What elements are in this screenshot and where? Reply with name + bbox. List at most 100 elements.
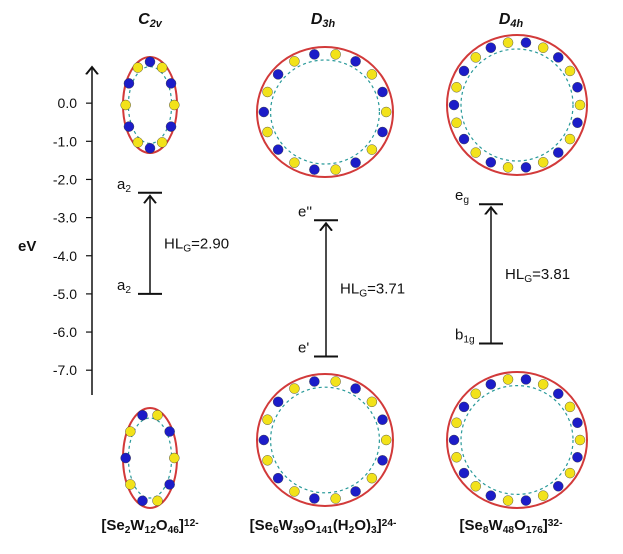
level-label-part: g bbox=[463, 195, 469, 206]
level-label: eg bbox=[455, 187, 469, 206]
orbital-lobe bbox=[273, 69, 283, 79]
symmetry-label: D3h bbox=[311, 11, 336, 30]
formula-part: O) bbox=[354, 517, 371, 534]
formula-part: W bbox=[489, 517, 504, 534]
orbital-lobe bbox=[538, 43, 548, 53]
formula-part: [Se bbox=[460, 517, 483, 534]
orbital-lobe bbox=[553, 481, 563, 491]
orbital-lobe bbox=[137, 496, 147, 506]
orbital-lobe bbox=[459, 402, 469, 412]
symmetry-label: D4h bbox=[499, 11, 524, 30]
orbital-lobe bbox=[503, 496, 513, 506]
orbital-lobe bbox=[538, 379, 548, 389]
formula: [Se8W48O176]32- bbox=[460, 517, 563, 536]
orbital-lobe bbox=[565, 468, 575, 478]
formula-part: 46 bbox=[168, 525, 180, 536]
formula-part: 12 bbox=[145, 525, 157, 536]
orbital-lobe bbox=[575, 435, 585, 445]
formula-part: W bbox=[279, 517, 294, 534]
level-label: a2 bbox=[117, 277, 131, 296]
formula-part: W bbox=[130, 517, 145, 534]
cluster-frame bbox=[271, 387, 380, 493]
orbital-lobe bbox=[367, 69, 377, 79]
orbital-lobe bbox=[471, 52, 481, 62]
orbital-lobe bbox=[309, 377, 319, 387]
cluster-frame bbox=[257, 47, 393, 177]
orbital-lobe bbox=[471, 389, 481, 399]
orbital-lobe bbox=[486, 43, 496, 53]
orbital-lobe bbox=[157, 137, 167, 147]
cluster-frame bbox=[271, 60, 380, 164]
orbital-lobe bbox=[459, 66, 469, 76]
cluster-frame bbox=[447, 372, 587, 508]
formula-part: O bbox=[304, 517, 316, 534]
y-tick-label: -2.0 bbox=[53, 171, 77, 187]
gap-label-part: HL bbox=[164, 235, 183, 252]
gap-label-part: G bbox=[524, 274, 532, 285]
orbital-lobe bbox=[145, 57, 155, 67]
gap-label-part: G bbox=[359, 288, 367, 299]
formula-part: 48 bbox=[503, 525, 515, 536]
y-tick-label: -4.0 bbox=[53, 248, 77, 264]
orbital-lobe bbox=[572, 452, 582, 462]
orbital-lobe bbox=[351, 158, 361, 168]
orbital-lobe bbox=[572, 118, 582, 128]
formula-part: 39 bbox=[293, 525, 305, 536]
level-label-part: e' bbox=[298, 339, 309, 356]
orbital-lobe bbox=[503, 162, 513, 172]
orbital-lobe bbox=[259, 435, 269, 445]
level-label-part: e bbox=[455, 187, 463, 204]
orbital-lobe bbox=[378, 415, 388, 425]
orbital-lobe bbox=[273, 473, 283, 483]
y-tick-label: -3.0 bbox=[53, 210, 77, 226]
gap-label-part: HL bbox=[340, 280, 359, 297]
orbital-lobe bbox=[381, 435, 391, 445]
orbital-lobe bbox=[521, 496, 531, 506]
formula-part: O bbox=[156, 517, 168, 534]
orbital-lobe bbox=[331, 493, 341, 503]
orbital-lobe bbox=[289, 384, 299, 394]
orbital-lobe bbox=[169, 453, 179, 463]
formula-part: 12- bbox=[184, 518, 199, 529]
gap-label-part: HL bbox=[505, 266, 524, 283]
orbital-lobe bbox=[273, 397, 283, 407]
gap-label-part: =3.71 bbox=[367, 280, 405, 297]
orbital-lobe bbox=[124, 122, 134, 132]
orbital-lobe bbox=[521, 374, 531, 384]
orbital-lobe bbox=[153, 496, 163, 506]
orbital-lobe bbox=[133, 63, 143, 73]
orbital-lobe bbox=[459, 134, 469, 144]
gap-label: HLG=2.90 bbox=[164, 235, 229, 254]
orbital-lobe bbox=[486, 157, 496, 167]
orbital-lobe bbox=[486, 491, 496, 501]
formula: [Se2W12O46]12- bbox=[101, 517, 198, 536]
symmetry-label-part: D bbox=[311, 11, 323, 28]
orbital-lobe bbox=[459, 468, 469, 478]
orbital-lobe bbox=[121, 100, 131, 110]
formula-part: 141 bbox=[316, 525, 333, 536]
y-tick-label: -5.0 bbox=[53, 286, 77, 302]
level-label-part: 2 bbox=[125, 285, 131, 296]
orbital-lobe bbox=[503, 374, 513, 384]
orbital-lobe bbox=[378, 87, 388, 97]
orbital-lobe bbox=[124, 78, 134, 88]
orbital-lobe bbox=[367, 145, 377, 155]
orbital-lobe bbox=[378, 455, 388, 465]
orbital-lobe bbox=[157, 63, 167, 73]
orbital-lobe bbox=[553, 52, 563, 62]
orbital-lobe bbox=[367, 397, 377, 407]
orbital-lobe bbox=[572, 82, 582, 92]
gap-label: HLG=3.71 bbox=[340, 280, 405, 299]
orbital-lobe bbox=[572, 418, 582, 428]
orbital-lobe bbox=[452, 452, 462, 462]
y-tick-label: -7.0 bbox=[53, 362, 77, 378]
orbital-lobe bbox=[452, 418, 462, 428]
orbital-lobe bbox=[521, 38, 531, 48]
level-label: a2 bbox=[117, 176, 131, 195]
symmetry-label-part: 2v bbox=[149, 18, 163, 30]
axis-label: eV bbox=[18, 238, 36, 255]
orbital-lobe bbox=[166, 78, 176, 88]
symmetry-label-part: C bbox=[138, 11, 150, 28]
orbital-lobe bbox=[449, 100, 459, 110]
orbital-lobe bbox=[553, 389, 563, 399]
